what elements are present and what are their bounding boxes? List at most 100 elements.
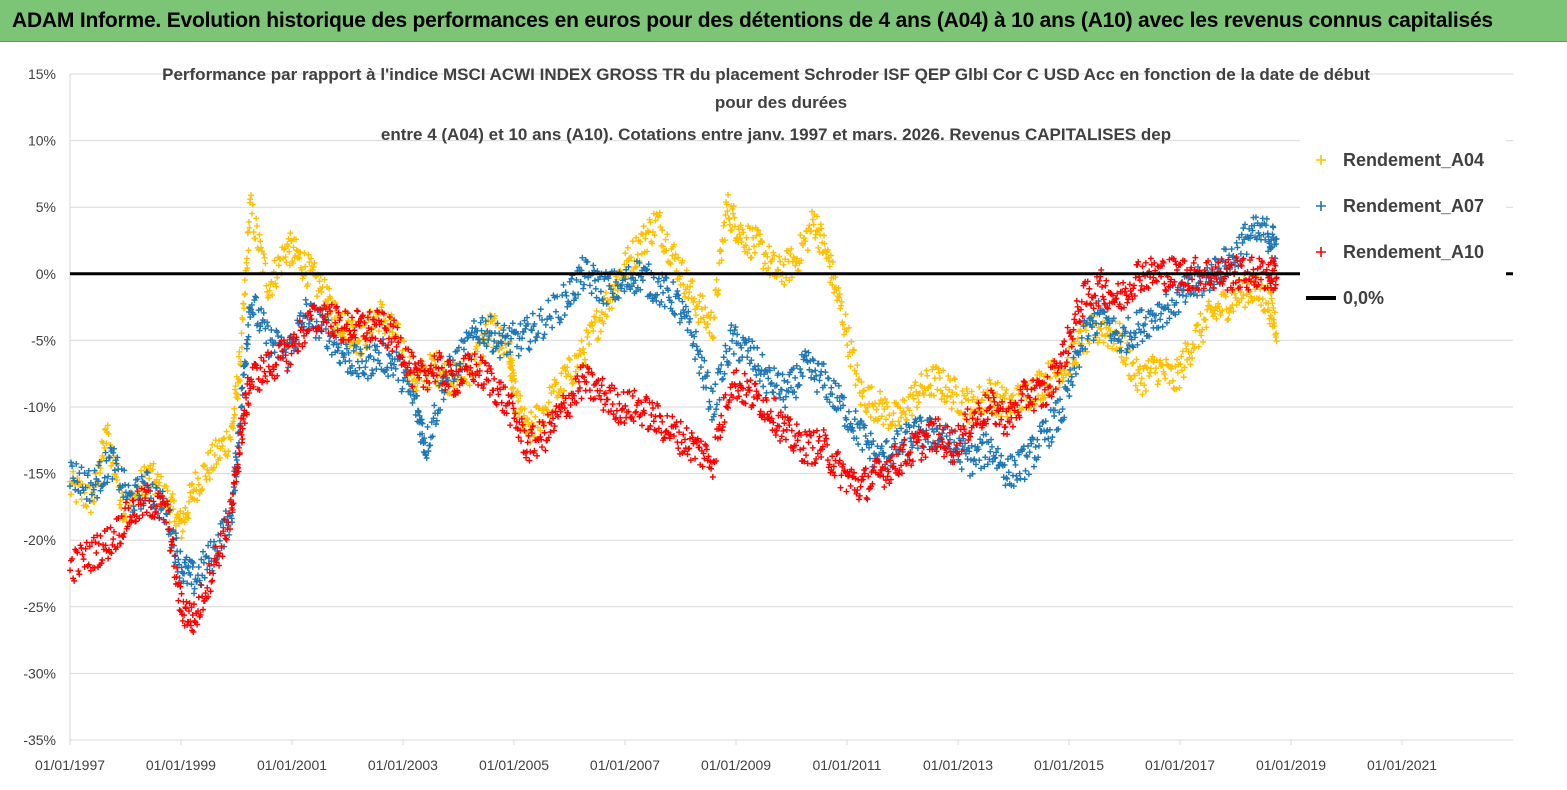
point-Rendement_A07 <box>246 305 253 312</box>
point-Rendement_A04 <box>1117 344 1124 351</box>
point-Rendement_A04 <box>275 262 282 269</box>
point-Rendement_A04 <box>909 391 916 398</box>
point-Rendement_A07 <box>173 535 180 542</box>
point-Rendement_A04 <box>163 483 170 490</box>
point-Rendement_A07 <box>606 282 613 289</box>
point-Rendement_A04 <box>783 274 790 281</box>
point-Rendement_A07 <box>753 372 760 379</box>
point-Rendement_A07 <box>479 314 486 321</box>
point-Rendement_A04 <box>723 201 730 208</box>
point-Rendement_A04 <box>730 210 737 217</box>
point-Rendement_A04 <box>710 334 717 341</box>
point-Rendement_A07 <box>653 297 660 304</box>
point-Rendement_A07 <box>662 274 669 281</box>
point-Rendement_A04 <box>87 509 94 516</box>
point-Rendement_A07 <box>549 324 556 331</box>
point-Rendement_A04 <box>910 395 917 402</box>
point-Rendement_A04 <box>721 219 728 226</box>
point-Rendement_A04 <box>1198 332 1205 339</box>
point-Rendement_A07 <box>84 472 91 479</box>
point-Rendement_A04 <box>141 463 148 470</box>
point-Rendement_A04 <box>622 250 629 257</box>
point-Rendement_A07 <box>123 496 130 503</box>
point-Rendement_A04 <box>520 412 527 419</box>
point-Rendement_A07 <box>519 335 526 342</box>
point-Rendement_A04 <box>220 435 227 442</box>
point-Rendement_A04 <box>943 398 950 405</box>
point-Rendement_A04 <box>205 469 212 476</box>
point-Rendement_A04 <box>206 476 213 483</box>
point-Rendement_A04 <box>567 373 574 380</box>
point-Rendement_A07 <box>430 415 437 422</box>
point-Rendement_A07 <box>205 542 212 549</box>
point-Rendement_A04 <box>1003 386 1010 393</box>
point-Rendement_A04 <box>804 247 811 254</box>
point-Rendement_A07 <box>238 404 245 411</box>
point-Rendement_A04 <box>699 292 706 299</box>
point-Rendement_A07 <box>180 578 187 585</box>
point-Rendement_A04 <box>1083 327 1090 334</box>
point-Rendement_A04 <box>952 376 959 383</box>
point-Rendement_A04 <box>1001 395 1008 402</box>
point-Rendement_A07 <box>302 296 309 303</box>
chart: Performance par rapport à l'indice MSCI … <box>0 42 1567 790</box>
point-Rendement_A07 <box>177 548 184 555</box>
point-Rendement_A04 <box>780 261 787 268</box>
point-Rendement_A07 <box>588 290 595 297</box>
point-Rendement_A07 <box>496 330 503 337</box>
point-Rendement_A07 <box>120 494 127 501</box>
point-Rendement_A07 <box>728 322 735 329</box>
point-Rendement_A04 <box>1270 304 1277 311</box>
point-Rendement_A04 <box>1187 361 1194 368</box>
point-Rendement_A04 <box>1213 315 1220 322</box>
point-Rendement_A04 <box>602 289 609 296</box>
point-Rendement_A07 <box>615 294 622 301</box>
point-Rendement_A04 <box>286 262 293 269</box>
point-Rendement_A04 <box>375 328 382 335</box>
point-Rendement_A04 <box>272 280 279 287</box>
point-Rendement_A07 <box>691 333 698 340</box>
point-Rendement_A07 <box>362 364 369 371</box>
point-Rendement_A04 <box>316 278 323 285</box>
point-Rendement_A04 <box>934 386 941 393</box>
point-Rendement_A04 <box>1139 391 1146 398</box>
point-Rendement_A07 <box>226 531 233 538</box>
point-Rendement_A07 <box>455 372 462 379</box>
point-Rendement_A04 <box>1136 363 1143 370</box>
point-Rendement_A07 <box>149 481 156 488</box>
point-Rendement_A04 <box>1242 304 1249 311</box>
point-Rendement_A04 <box>835 284 842 291</box>
point-Rendement_A07 <box>725 359 732 366</box>
point-Rendement_A04 <box>755 227 762 234</box>
point-Rendement_A04 <box>781 281 788 288</box>
legend[interactable]: Rendement_A04Rendement_A07Rendement_A100… <box>1300 134 1506 324</box>
point-Rendement_A04 <box>889 418 896 425</box>
point-Rendement_A07 <box>410 388 417 395</box>
point-Rendement_A07 <box>200 559 207 566</box>
point-Rendement_A07 <box>110 449 117 456</box>
point-Rendement_A07 <box>306 320 313 327</box>
point-Rendement_A04 <box>667 260 674 267</box>
point-Rendement_A04 <box>149 466 156 473</box>
point-Rendement_A07 <box>618 281 625 288</box>
point-Rendement_A07 <box>344 368 351 375</box>
point-Rendement_A07 <box>71 477 78 484</box>
point-Rendement_A07 <box>660 289 667 296</box>
point-Rendement_A07 <box>528 327 535 334</box>
point-Rendement_A07 <box>654 291 661 298</box>
point-Rendement_A04 <box>746 246 753 253</box>
point-Rendement_A04 <box>944 392 951 399</box>
point-Rendement_A07 <box>232 454 239 461</box>
point-Rendement_A04 <box>808 208 815 215</box>
point-Rendement_A04 <box>1267 312 1274 319</box>
point-Rendement_A07 <box>96 458 103 465</box>
point-Rendement_A04 <box>633 263 640 270</box>
point-Rendement_A07 <box>453 362 460 369</box>
point-Rendement_A04 <box>1045 360 1052 367</box>
point-Rendement_A04 <box>771 252 778 259</box>
point-Rendement_A04 <box>231 411 238 418</box>
point-Rendement_A04 <box>1147 369 1154 376</box>
point-Rendement_A04 <box>721 237 728 244</box>
point-Rendement_A07 <box>536 312 543 319</box>
point-Rendement_A04 <box>578 337 585 344</box>
